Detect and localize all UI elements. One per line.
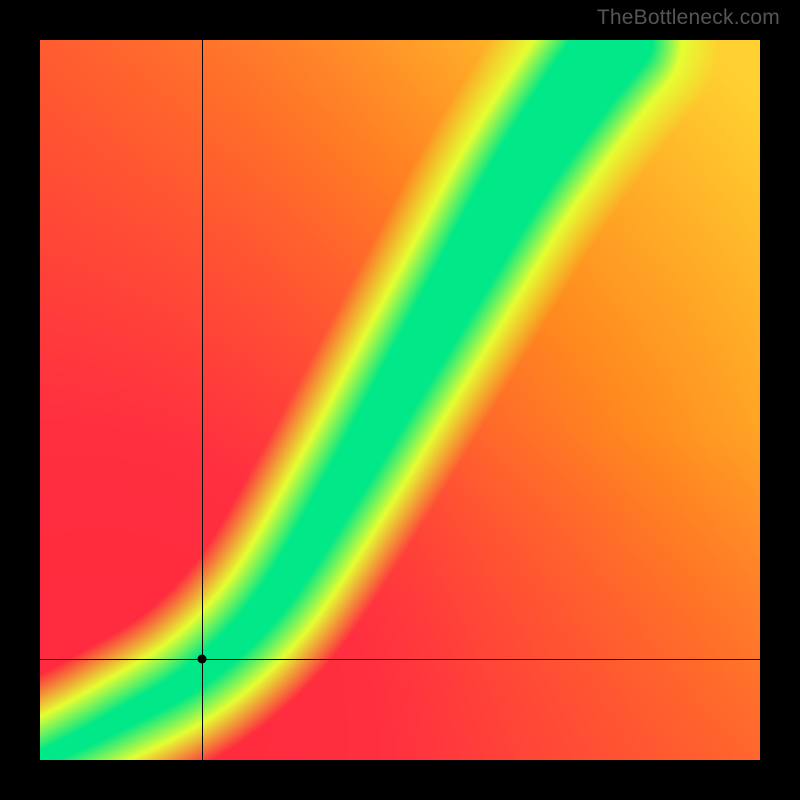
crosshair-vertical	[202, 40, 203, 760]
plot-area	[40, 40, 760, 760]
marker-dot	[198, 655, 207, 664]
watermark-text: TheBottleneck.com	[597, 6, 780, 30]
crosshair-horizontal	[40, 659, 760, 660]
chart-frame: TheBottleneck.com	[0, 0, 800, 800]
heatmap-canvas	[40, 40, 760, 760]
